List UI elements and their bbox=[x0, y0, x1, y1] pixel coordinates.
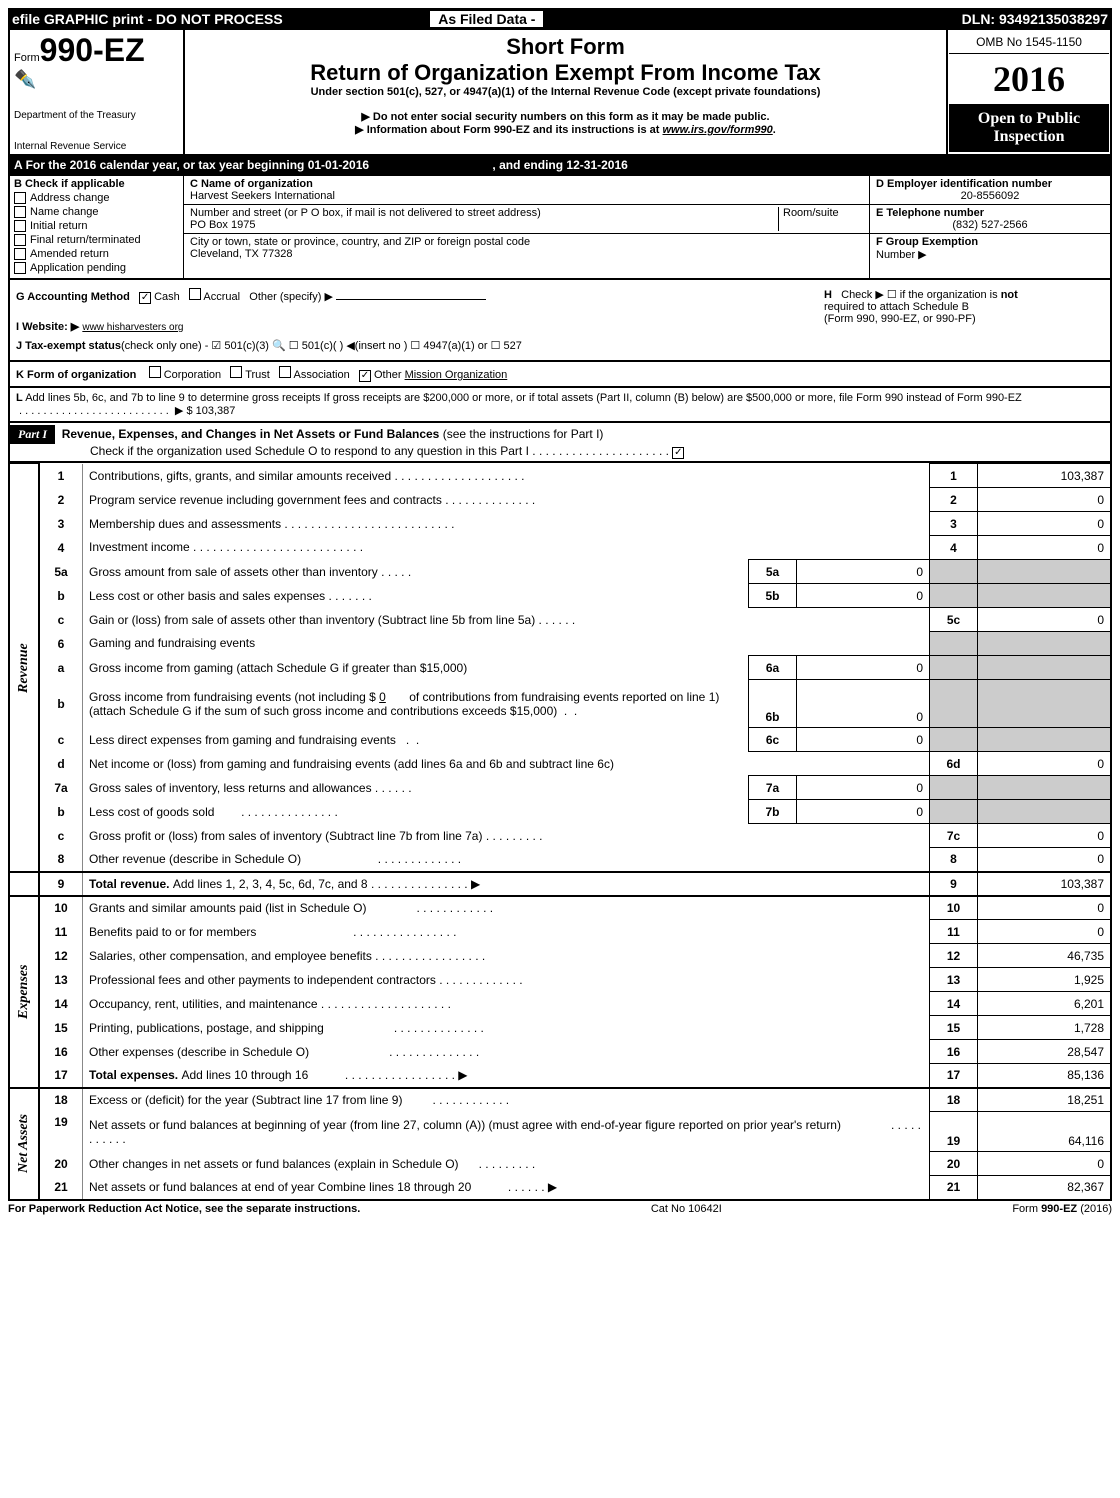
chk-assoc[interactable] bbox=[279, 366, 291, 378]
org-city: Cleveland, TX 77328 bbox=[190, 248, 863, 260]
line-5b-amt: 0 bbox=[797, 584, 930, 608]
line-5c-amt: 0 bbox=[978, 608, 1112, 632]
line-18-amt: 18,251 bbox=[978, 1088, 1112, 1112]
line-6a-amt: 0 bbox=[797, 656, 930, 680]
line-7c-amt: 0 bbox=[978, 824, 1112, 848]
section-b: B Check if applicable Address change Nam… bbox=[10, 176, 184, 278]
org-type: Mission Organization bbox=[405, 369, 508, 381]
line-20-amt: 0 bbox=[978, 1152, 1112, 1176]
org-name: Harvest Seekers International bbox=[190, 190, 863, 202]
telephone: (832) 527-2566 bbox=[876, 219, 1104, 231]
chk-other-org[interactable] bbox=[359, 370, 371, 382]
line-7a-amt: 0 bbox=[797, 776, 930, 800]
line-6d-amt: 0 bbox=[978, 752, 1112, 776]
efile-top-bar: efile GRAPHIC print - DO NOT PROCESS As … bbox=[8, 8, 1112, 30]
line-15-amt: 1,728 bbox=[978, 1016, 1112, 1040]
form-header: Form990-EZ ✒️ Department of the Treasury… bbox=[8, 30, 1112, 156]
irs: Internal Revenue Service bbox=[14, 141, 179, 152]
omb-number: OMB No 1545-1150 bbox=[949, 31, 1109, 54]
line-2-amt: 0 bbox=[978, 488, 1112, 512]
line-13-amt: 1,925 bbox=[978, 968, 1112, 992]
chk-trust[interactable] bbox=[230, 366, 242, 378]
chk-initial-return[interactable] bbox=[14, 220, 26, 232]
section-c: C Name of organization Harvest Seekers I… bbox=[184, 176, 869, 278]
irs-link[interactable]: www.irs.gov/form990 bbox=[663, 124, 773, 136]
info-line: ▶ Information about Form 990-EZ and its … bbox=[189, 123, 942, 136]
org-address: PO Box 1975 bbox=[190, 219, 778, 231]
revenue-label: Revenue bbox=[9, 464, 39, 872]
under-section: Under section 501(c), 527, or 4947(a)(1)… bbox=[189, 86, 942, 98]
line-21-amt: 82,367 bbox=[978, 1176, 1112, 1200]
chk-final-return[interactable] bbox=[14, 234, 26, 246]
ein-value: 20-8556092 bbox=[876, 190, 1104, 202]
efile-left: efile GRAPHIC print - DO NOT PROCESS bbox=[8, 11, 429, 27]
netassets-label: Net Assets bbox=[9, 1088, 39, 1200]
tax-year: 2016 bbox=[949, 54, 1109, 104]
section-a: A For the 2016 calendar year, or tax yea… bbox=[8, 156, 1112, 176]
chk-pending[interactable] bbox=[14, 262, 26, 274]
info-grid: B Check if applicable Address change Nam… bbox=[8, 176, 1112, 280]
line-14-amt: 6,201 bbox=[978, 992, 1112, 1016]
part-1-header: Part I Revenue, Expenses, and Changes in… bbox=[8, 423, 1112, 463]
line-11-amt: 0 bbox=[978, 920, 1112, 944]
line-12-amt: 46,735 bbox=[978, 944, 1112, 968]
chk-amended[interactable] bbox=[14, 248, 26, 260]
line-8-amt: 0 bbox=[978, 848, 1112, 872]
section-l: L Add lines 5b, 6c, and 7b to line 9 to … bbox=[8, 388, 1112, 423]
chk-accrual[interactable] bbox=[189, 288, 201, 300]
chk-corp[interactable] bbox=[149, 366, 161, 378]
form-number: Form990-EZ bbox=[14, 32, 179, 69]
section-k: K Form of organization Corporation Trust… bbox=[8, 362, 1112, 388]
dept-treasury: Department of the Treasury bbox=[14, 110, 179, 121]
line-1-amt: 103,387 bbox=[978, 464, 1112, 488]
chk-address-change[interactable] bbox=[14, 192, 26, 204]
line-16-amt: 28,547 bbox=[978, 1040, 1112, 1064]
line-17-amt: 85,136 bbox=[978, 1064, 1112, 1088]
expenses-label: Expenses bbox=[9, 896, 39, 1088]
chk-name-change[interactable] bbox=[14, 206, 26, 218]
part-1-table: Revenue 1 Contributions, gifts, grants, … bbox=[8, 463, 1112, 1201]
no-ssn-warning: ▶ Do not enter social security numbers o… bbox=[189, 110, 942, 123]
line-4-amt: 0 bbox=[978, 536, 1112, 560]
line-6c-amt: 0 bbox=[797, 728, 930, 752]
line-5a-amt: 0 bbox=[797, 560, 930, 584]
chk-cash[interactable] bbox=[139, 292, 151, 304]
line-3-amt: 0 bbox=[978, 512, 1112, 536]
short-form-title: Short Form bbox=[189, 34, 942, 60]
as-filed-data: As Filed Data - bbox=[429, 10, 544, 28]
section-d-e-f: D Employer identification number 20-8556… bbox=[869, 176, 1110, 278]
chk-schedule-o[interactable] bbox=[672, 447, 684, 459]
section-g-h: G Accounting Method Cash Accrual Other (… bbox=[8, 280, 1112, 362]
line-19-amt: 64,116 bbox=[978, 1112, 1112, 1152]
line-7b-amt: 0 bbox=[797, 800, 930, 824]
open-to-public: Open to Public Inspection bbox=[949, 104, 1109, 152]
line-9-amt: 103,387 bbox=[978, 872, 1112, 896]
website-link[interactable]: www hisharvesters org bbox=[82, 322, 183, 333]
page-footer: For Paperwork Reduction Act Notice, see … bbox=[8, 1201, 1112, 1215]
line-6b-amt: 0 bbox=[797, 680, 930, 728]
return-title: Return of Organization Exempt From Incom… bbox=[189, 60, 942, 86]
dln: DLN: 93492135038297 bbox=[962, 11, 1112, 27]
line-10-amt: 0 bbox=[978, 896, 1112, 920]
